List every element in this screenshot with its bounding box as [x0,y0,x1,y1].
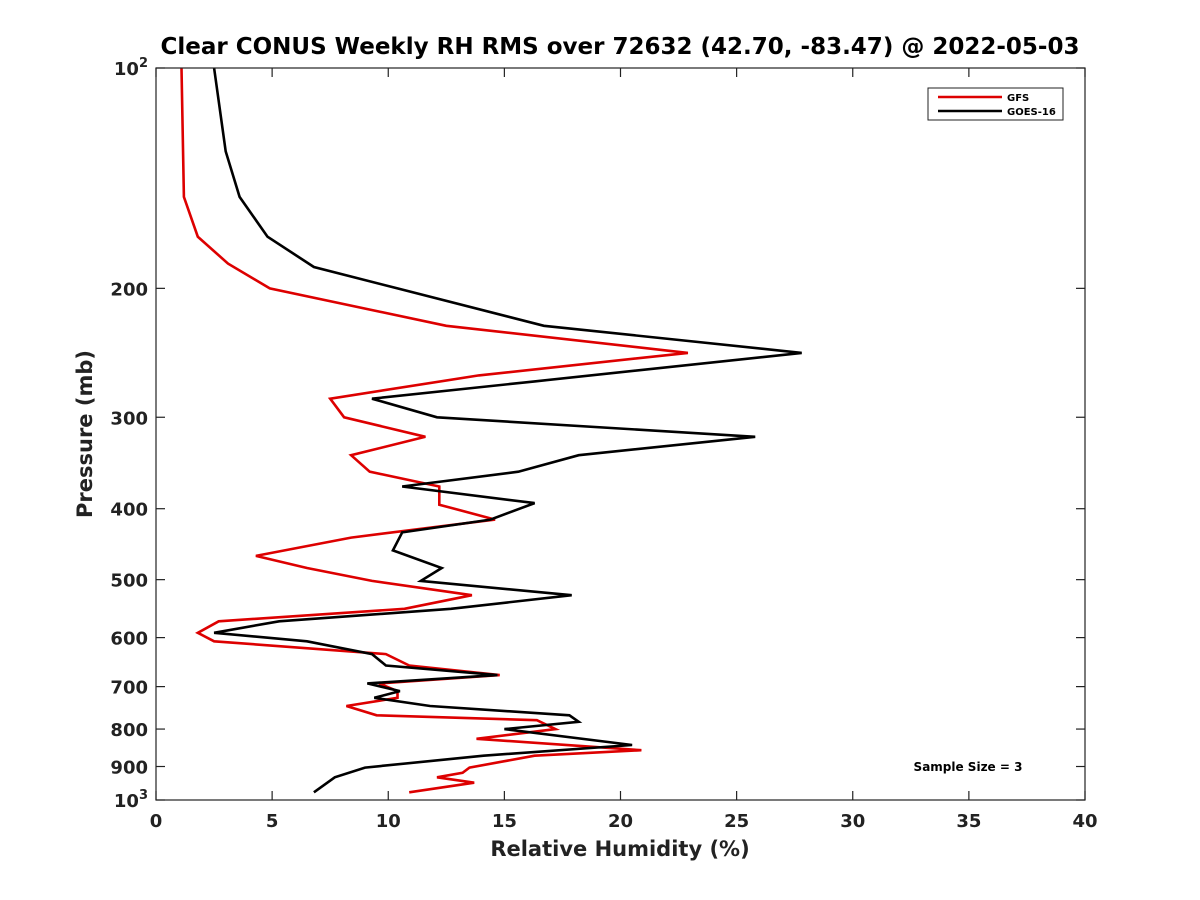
legend-box [927,87,1064,121]
sample-size-annotation: Sample Size = 3 [914,760,1023,774]
y-tick-label-base: 400 [110,500,148,521]
y-tick-label-exponent: 2 [139,56,148,71]
y-tick-label: 103 [114,788,148,812]
y-tick-label-base: 10 [114,59,139,80]
plot-frame [155,67,1086,801]
series-layer [180,67,802,794]
x-tick-label: 30 [840,811,865,832]
series-line-goes-16 [212,67,802,794]
y-tick-label: 600 [110,629,148,650]
x-tick-label: 10 [376,811,401,832]
y-tick-label-base: 300 [110,408,148,429]
y-tick-label-base: 10 [114,791,139,812]
y-tick-label-base: 800 [110,720,148,741]
x-tick-label: 5 [266,811,279,832]
chart-title: Clear CONUS Weekly RH RMS over 72632 (42… [161,34,1080,60]
legend-label-goes-16: GOES-16 [1007,107,1056,118]
x-axis-label: Relative Humidity (%) [490,837,749,861]
x-tick-label: 40 [1072,811,1097,832]
x-axis: 0 5 10 15 20 25 30 35 40 [150,68,1098,832]
y-axis-label: Pressure (mb) [73,350,97,518]
x-tick-label: 25 [724,811,749,832]
y-tick-label-base: 600 [110,629,148,650]
x-tick-label: 35 [956,811,981,832]
x-tick-label: 20 [608,811,633,832]
y-tick-label: 300 [110,408,148,429]
y-tick-label-base: 900 [110,758,148,779]
plot-area [155,67,1086,801]
y-tick-label-exponent: 3 [139,788,148,803]
legend: GFS GOES-16 [927,87,1064,121]
x-tick-label: 15 [492,811,517,832]
y-tick-label-base: 200 [110,279,148,300]
legend-items: GFS GOES-16 [938,93,1056,118]
y-tick-label: 400 [110,500,148,521]
legend-label-gfs: GFS [1007,93,1029,104]
x-tick-label: 0 [150,811,163,832]
y-tick-label-base: 700 [110,678,148,699]
y-tick-label-base: 500 [110,571,148,592]
y-tick-label: 102 [114,56,148,80]
y-tick-label: 900 [110,758,148,779]
y-tick-label: 700 [110,678,148,699]
y-tick-label: 200 [110,279,148,300]
series-line-gfs [180,67,689,794]
y-tick-label: 500 [110,571,148,592]
y-tick-label: 800 [110,720,148,741]
